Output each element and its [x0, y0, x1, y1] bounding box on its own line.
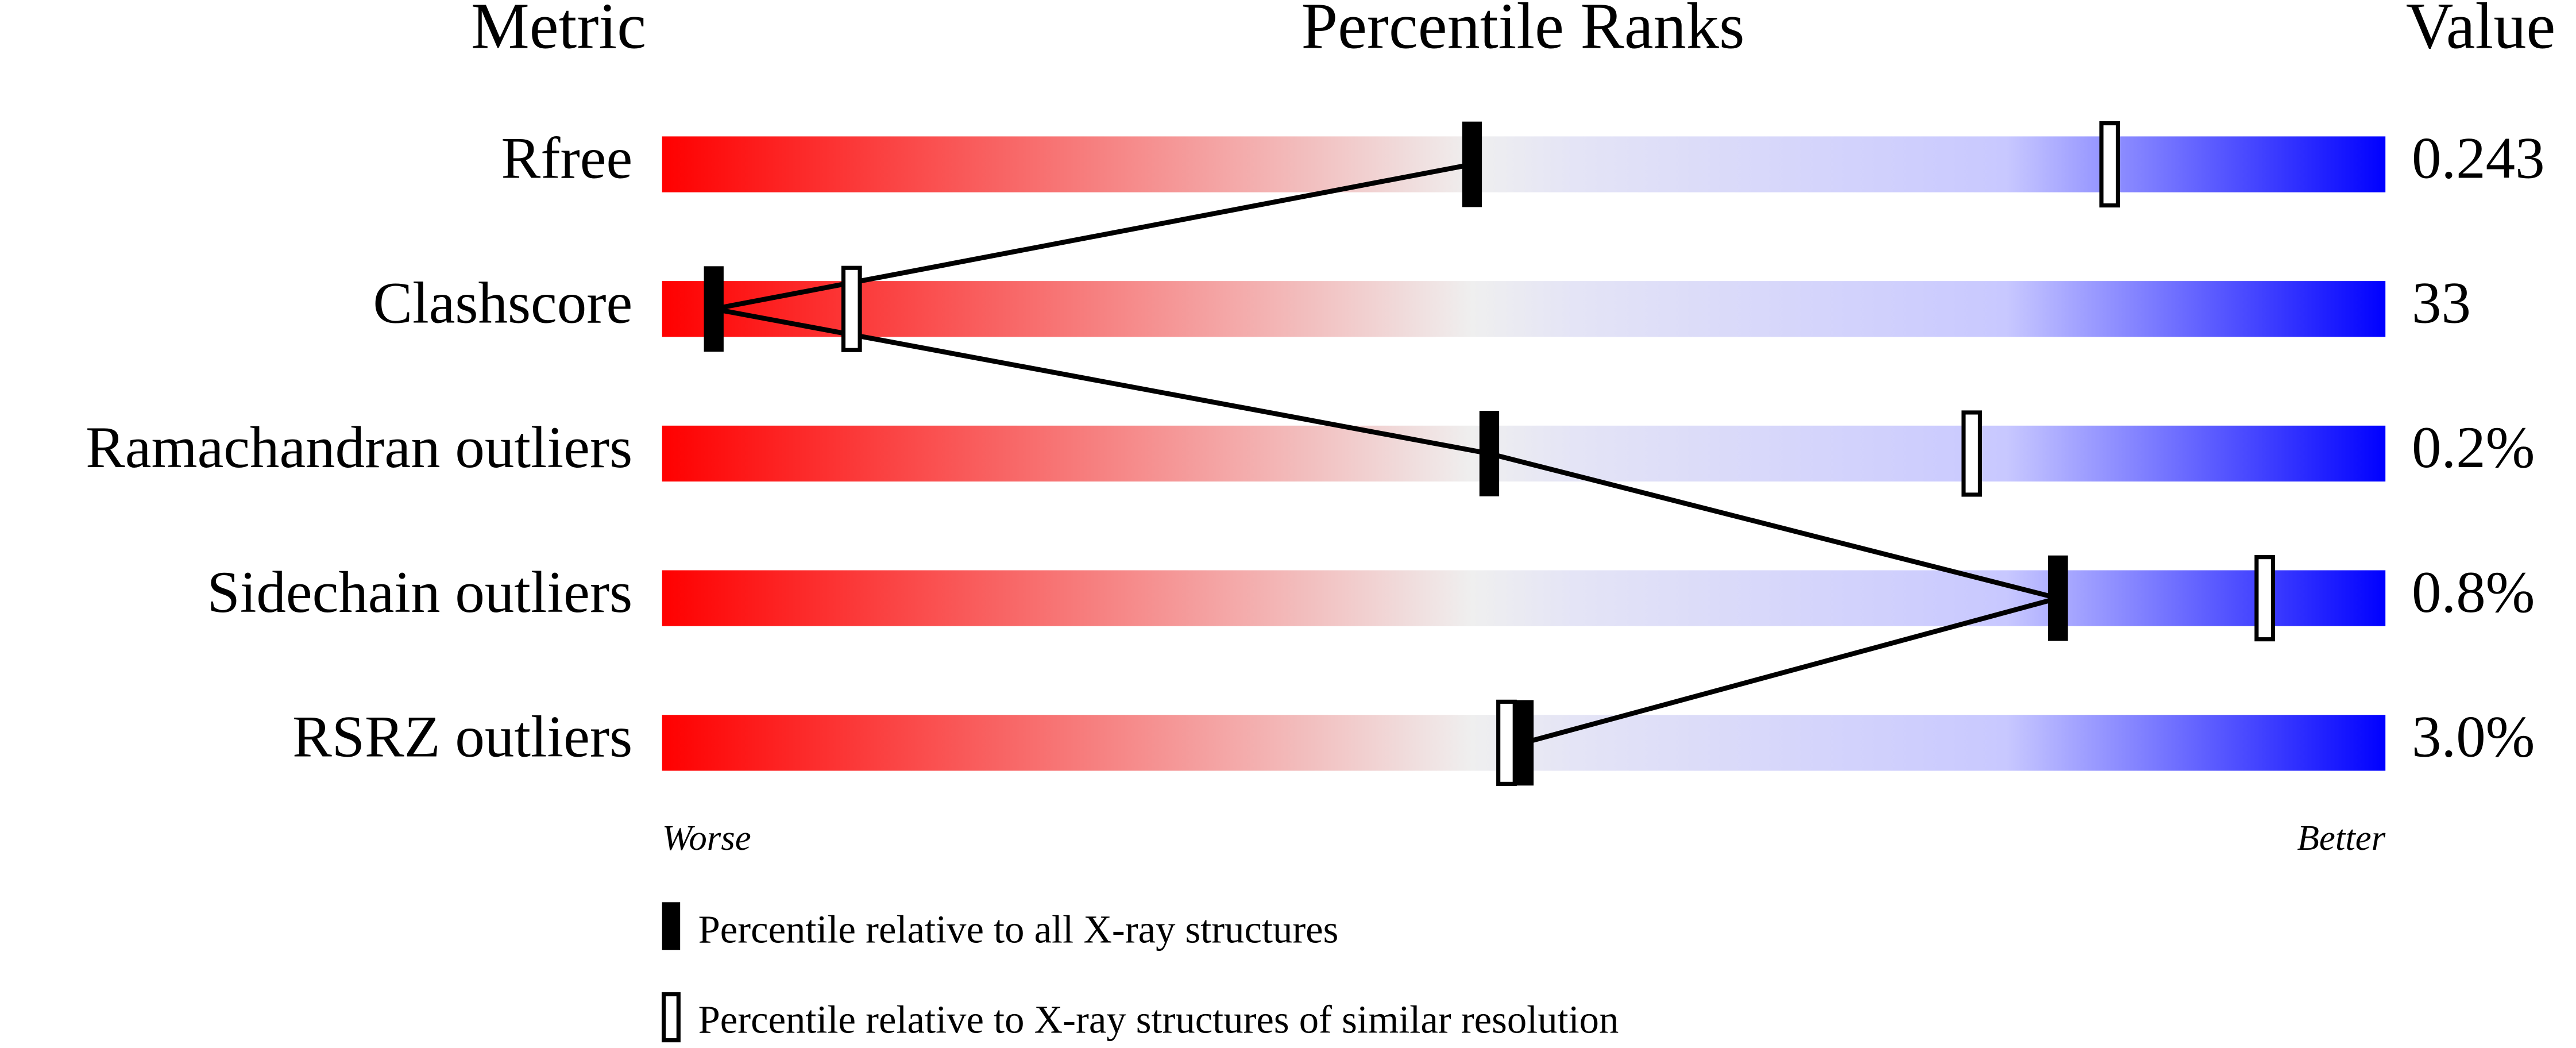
all-structures-marker — [704, 266, 724, 352]
legend-label: Percentile relative to X-ray structures … — [698, 998, 1619, 1042]
metric-value: 3.0% — [2412, 704, 2535, 769]
metric-value: 0.2% — [2412, 415, 2535, 480]
all-structures-marker — [1479, 411, 1500, 496]
metric-label: Clashscore — [373, 270, 632, 336]
metric-value: 0.8% — [2412, 560, 2535, 625]
legend-swatch-hollow — [661, 992, 681, 1043]
all-structures-marker — [2048, 555, 2068, 641]
header-value: Value — [2406, 0, 2556, 62]
axis-worse: Worse — [662, 818, 751, 858]
metric-label: Rfree — [501, 126, 633, 191]
legend-label: Percentile relative to all X-ray structu… — [698, 907, 1339, 951]
header-metric: Metric — [471, 0, 646, 62]
all-structures-marker — [1462, 121, 1482, 207]
metric-label: Sidechain outliers — [207, 560, 633, 625]
percentile-bar — [662, 425, 2386, 482]
all-structures-marker — [1513, 700, 1534, 786]
axis-better: Better — [2297, 818, 2385, 858]
metric-label: Ramachandran outliers — [86, 415, 632, 480]
similar-resolution-marker — [841, 265, 862, 352]
legend-swatch-filled — [662, 902, 681, 950]
similar-resolution-marker — [1961, 410, 1982, 497]
percentile-bar — [662, 136, 2386, 192]
similar-resolution-marker — [2099, 121, 2121, 208]
percentile-bar — [662, 570, 2386, 626]
metric-value: 0.243 — [2412, 126, 2545, 191]
metric-label: RSRZ outliers — [292, 704, 632, 769]
header-percentile: Percentile Ranks — [1301, 0, 1745, 62]
percentile-bar — [662, 281, 2386, 337]
similar-resolution-marker — [1496, 699, 1517, 786]
metric-value: 33 — [2412, 270, 2471, 336]
similar-resolution-marker — [2254, 555, 2276, 642]
